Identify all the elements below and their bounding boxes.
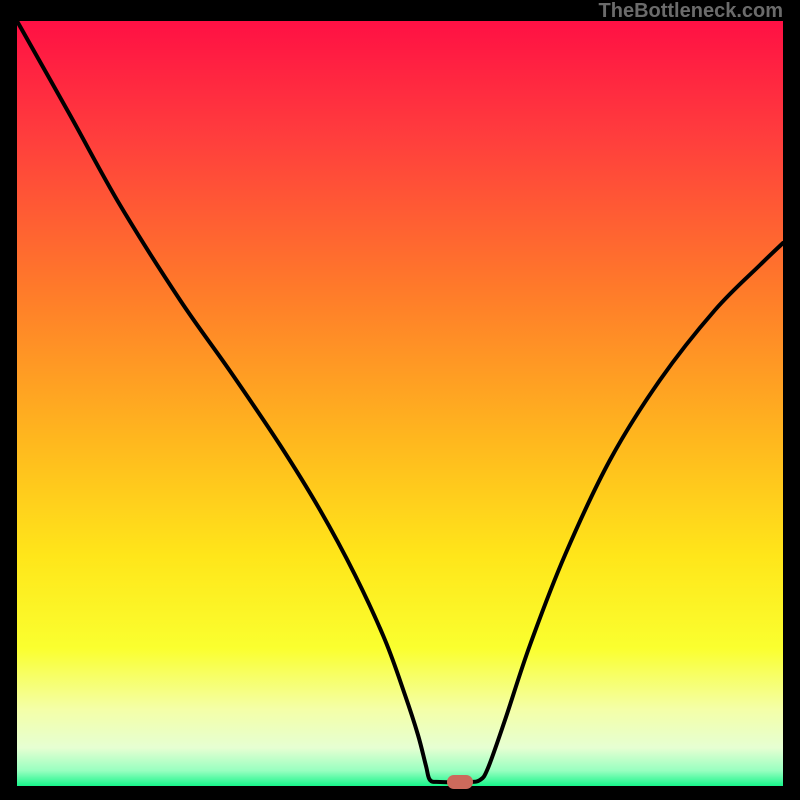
gradient-background bbox=[17, 21, 783, 786]
optimal-point-marker bbox=[447, 775, 473, 789]
watermark-text: TheBottleneck.com bbox=[599, 0, 783, 23]
plot-area bbox=[17, 21, 783, 786]
